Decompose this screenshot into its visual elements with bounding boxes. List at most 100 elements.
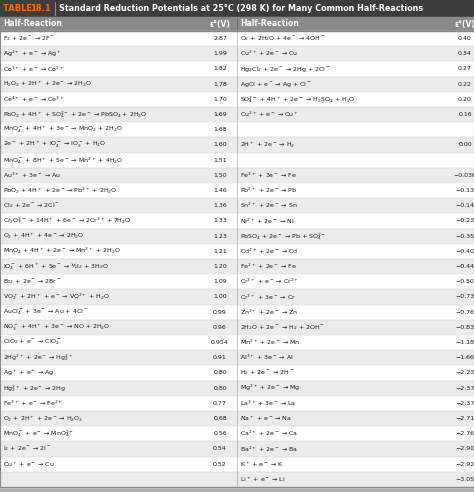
Text: 2e$^-$ + 2H$^+$ + IO$_4^-$ → IO$_3^-$ + H$_2$O: 2e$^-$ + 2H$^+$ + IO$_4^-$ → IO$_3^-$ + …: [3, 140, 107, 150]
Text: Sn$^{2+}$ + 2e$^-$ → Sn: Sn$^{2+}$ + 2e$^-$ → Sn: [240, 201, 298, 211]
Bar: [0, 289, 474, 305]
Text: 1.70: 1.70: [213, 97, 227, 102]
Bar: [0, 472, 474, 487]
Bar: [0, 183, 474, 198]
Text: −0.14: −0.14: [456, 203, 474, 208]
Text: AgCl + e$^-$ → Ag + Cl$^-$: AgCl + e$^-$ → Ag + Cl$^-$: [240, 80, 312, 89]
Bar: [0, 426, 474, 441]
Text: La$^{3+}$ + 3e$^-$ → La: La$^{3+}$ + 3e$^-$ → La: [240, 399, 296, 408]
Text: Ce$^{4+}$ + e$^-$ → Ce$^{3+}$: Ce$^{4+}$ + e$^-$ → Ce$^{3+}$: [3, 95, 64, 104]
Text: 1.99: 1.99: [213, 51, 227, 56]
Text: SO$_4^{2-}$ + 4H$^+$ + 2e$^-$ → H$_2$SO$_3$ + H$_2$O: SO$_4^{2-}$ + 4H$^+$ + 2e$^-$ → H$_2$SO$…: [240, 94, 356, 105]
Text: H$_2$O$_2$ + 2H$^+$ + 2e$^-$ → 2H$_2$O: H$_2$O$_2$ + 2H$^+$ + 2e$^-$ → 2H$_2$O: [3, 79, 92, 89]
Text: −1.66: −1.66: [456, 355, 474, 360]
Text: 2H$^+$ + 2e$^-$ → H$_2$: 2H$^+$ + 2e$^-$ → H$_2$: [240, 140, 295, 150]
Text: 0.16: 0.16: [458, 112, 472, 117]
Text: VO$_2^+$ + 2H$^+$ + e$^-$ → VO$^{2+}$ + H$_2$O: VO$_2^+$ + 2H$^+$ + e$^-$ → VO$^{2+}$ + …: [3, 292, 110, 303]
Text: Cu$^+$ + e$^-$ → Cu: Cu$^+$ + e$^-$ → Cu: [3, 460, 55, 469]
Text: Cr$_2$O$_7^{2-}$ + 14H$^+$ + 6e$^-$ → 2Cr$^{3+}$ + 7H$_2$O: Cr$_2$O$_7^{2-}$ + 14H$^+$ + 6e$^-$ → 2C…: [3, 215, 131, 226]
Text: 0.68: 0.68: [213, 416, 227, 421]
Text: Mn$^{2+}$ + 2e$^-$ → Mn: Mn$^{2+}$ + 2e$^-$ → Mn: [240, 338, 301, 347]
Text: O$_2$ + 2H$_2$O + 4e$^-$ → 4OH$^-$: O$_2$ + 2H$_2$O + 4e$^-$ → 4OH$^-$: [240, 34, 325, 43]
Bar: [0, 320, 474, 335]
Text: 1.09: 1.09: [213, 279, 227, 284]
Text: 2.87: 2.87: [213, 36, 227, 41]
Text: 0.34: 0.34: [458, 51, 472, 56]
Text: 2Hg$^{2+}$ + 2e$^-$ → Hg$_2^{2+}$: 2Hg$^{2+}$ + 2e$^-$ → Hg$_2^{2+}$: [3, 352, 73, 363]
Bar: [0, 366, 474, 381]
Text: 0.77: 0.77: [213, 401, 227, 406]
Text: 1.78: 1.78: [213, 82, 227, 87]
Text: −0.76: −0.76: [456, 309, 474, 315]
Text: −1.18: −1.18: [456, 340, 474, 345]
Text: 1.21: 1.21: [213, 249, 227, 254]
Text: Au$^{3+}$ + 3e$^-$ → Au: Au$^{3+}$ + 3e$^-$ → Au: [3, 171, 61, 180]
Text: IO$_3^-$ + 6H$^+$ + 5e$^-$ → ½I$_2$ + 3H$_2$O: IO$_3^-$ + 6H$^+$ + 5e$^-$ → ½I$_2$ + 3H…: [3, 261, 109, 272]
Bar: [0, 62, 474, 77]
Text: 0.27: 0.27: [458, 66, 472, 71]
Text: Cu$^{2+}$ + e$^-$ → Cu$^+$: Cu$^{2+}$ + e$^-$ → Cu$^+$: [240, 110, 299, 119]
Text: 1.82: 1.82: [213, 66, 227, 71]
Text: −0.40: −0.40: [456, 249, 474, 254]
Text: Al$^{3+}$ + 3e$^-$ → Al: Al$^{3+}$ + 3e$^-$ → Al: [240, 353, 294, 363]
Bar: [0, 153, 474, 168]
Bar: [0, 335, 474, 350]
Text: TABLE: TABLE: [3, 4, 35, 13]
Text: 1.33: 1.33: [213, 218, 227, 223]
Text: H$_2$ + 2e$^-$ → 2H$^-$: H$_2$ + 2e$^-$ → 2H$^-$: [240, 369, 294, 377]
Text: −0.73: −0.73: [456, 295, 474, 300]
Text: 1.46: 1.46: [213, 188, 227, 193]
Text: −2.90: −2.90: [456, 447, 474, 452]
Text: 1.00: 1.00: [213, 295, 227, 300]
Text: ClO$_2$ + e$^-$ → ClO$_2^-$: ClO$_2$ + e$^-$ → ClO$_2^-$: [3, 338, 62, 347]
Text: 18.1: 18.1: [30, 4, 51, 13]
Bar: [0, 350, 474, 366]
Bar: [0, 244, 474, 259]
Text: Hg$_2$Cl$_2$ + 2e$^-$ → 2Hg + 2Cl$^-$: Hg$_2$Cl$_2$ + 2e$^-$ → 2Hg + 2Cl$^-$: [240, 64, 331, 73]
Text: 1.68: 1.68: [213, 127, 227, 132]
Text: 1.50: 1.50: [213, 173, 227, 178]
Text: Cu$^{2+}$ + 2e$^-$ → Cu: Cu$^{2+}$ + 2e$^-$ → Cu: [240, 49, 298, 59]
Text: Li$^+$ + e$^-$ → Li: Li$^+$ + e$^-$ → Li: [240, 475, 285, 484]
Text: Ni$^{2+}$ + 2e$^-$ → Ni: Ni$^{2+}$ + 2e$^-$ → Ni: [240, 216, 294, 226]
Text: ε°(V): ε°(V): [210, 20, 230, 29]
Text: Half-Reaction: Half-Reaction: [240, 20, 299, 29]
Bar: [0, 77, 474, 92]
Text: 0.54: 0.54: [213, 447, 227, 452]
Text: 1.69: 1.69: [213, 112, 227, 117]
Text: −0.23: −0.23: [456, 218, 474, 223]
Bar: [0, 31, 474, 46]
Text: Cr$^{3+}$ + e$^-$ → Cr$^{2+}$: Cr$^{3+}$ + e$^-$ → Cr$^{2+}$: [240, 277, 299, 286]
Text: Ca$^{2+}$ + 2e$^-$ → Ca: Ca$^{2+}$ + 2e$^-$ → Ca: [240, 429, 298, 438]
Text: Zn$^{2+}$ + 2e$^-$ → Zn: Zn$^{2+}$ + 2e$^-$ → Zn: [240, 308, 298, 317]
Text: 0.56: 0.56: [213, 431, 227, 436]
Text: 0.80: 0.80: [213, 370, 227, 375]
Text: −0.036: −0.036: [454, 173, 474, 178]
Text: Ag$^+$ + e$^-$ → Ag: Ag$^+$ + e$^-$ → Ag: [3, 368, 55, 378]
Text: 1.20: 1.20: [213, 264, 227, 269]
Text: PbO$_2$ + 4H$^+$ + 2e$^-$ → Pb$^{2+}$ + 2H$_2$O: PbO$_2$ + 4H$^+$ + 2e$^-$ → Pb$^{2+}$ + …: [3, 185, 118, 196]
Bar: [0, 457, 474, 472]
Text: 0.00: 0.00: [458, 143, 472, 148]
Text: Cd$^{2+}$ + 2e$^-$ → Cd: Cd$^{2+}$ + 2e$^-$ → Cd: [240, 247, 298, 256]
Bar: [0, 214, 474, 229]
Text: Fe$^{3+}$ + e$^-$ → Fe$^{2+}$: Fe$^{3+}$ + e$^-$ → Fe$^{2+}$: [3, 399, 63, 408]
Text: F$_2$ + 2e$^-$ → 2F$^-$: F$_2$ + 2e$^-$ → 2F$^-$: [3, 34, 55, 43]
Text: −0.83: −0.83: [456, 325, 474, 330]
Bar: [0, 229, 474, 244]
Text: O$_2$ + 2H$^+$ + 2e$^-$ → H$_2$O$_2$: O$_2$ + 2H$^+$ + 2e$^-$ → H$_2$O$_2$: [3, 414, 83, 424]
Text: 1.60: 1.60: [213, 143, 227, 148]
Text: 0.99: 0.99: [213, 309, 227, 315]
Text: 0.22: 0.22: [458, 82, 472, 87]
Text: −0.44: −0.44: [456, 264, 474, 269]
Text: Br$_2$ + 2e$^-$ → 2Br$^-$: Br$_2$ + 2e$^-$ → 2Br$^-$: [3, 277, 62, 286]
Text: I$_2$ + 2e$^-$ → 2I$^-$: I$_2$ + 2e$^-$ → 2I$^-$: [3, 445, 52, 454]
Text: O$_2$ + 4H$^+$ + 4e$^-$ → 2H$_2$O: O$_2$ + 4H$^+$ + 4e$^-$ → 2H$_2$O: [3, 231, 84, 241]
Bar: [0, 107, 474, 122]
Text: Cr$^{3+}$ + 3e$^-$ → Cr: Cr$^{3+}$ + 3e$^-$ → Cr: [240, 292, 296, 302]
Bar: [0, 259, 474, 274]
Text: AuCl$_4^-$ + 3e$^-$ → Au + 4Cl$^-$: AuCl$_4^-$ + 3e$^-$ → Au + 4Cl$^-$: [3, 308, 88, 317]
Text: PbO$_2$ + 4H$^+$ + SO$_4^{2-}$ + 2e$^-$ → PbSO$_4$ + 2H$_2$O: PbO$_2$ + 4H$^+$ + SO$_4^{2-}$ + 2e$^-$ …: [3, 109, 147, 120]
Text: Hg$_2^{2+}$ + 2e$^-$ → 2Hg: Hg$_2^{2+}$ + 2e$^-$ → 2Hg: [3, 383, 66, 394]
Text: MnO$_2$ + 4H$^+$ + 2e$^-$ → Mn$^{2+}$ + 2H$_2$O: MnO$_2$ + 4H$^+$ + 2e$^-$ → Mn$^{2+}$ + …: [3, 246, 121, 256]
